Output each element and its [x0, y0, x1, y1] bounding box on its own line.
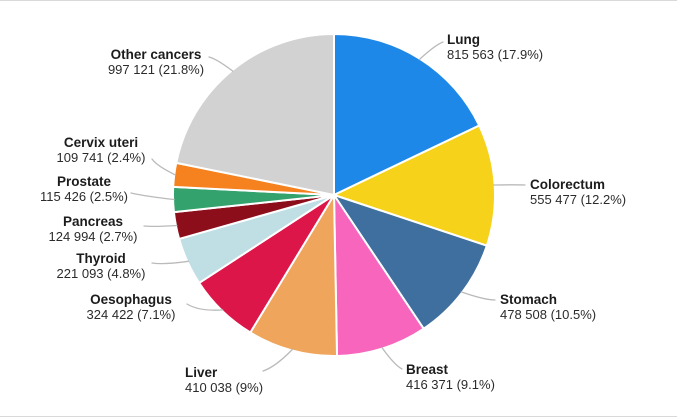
leader-line-other-cancers — [208, 56, 234, 72]
slice-label-lung: Lung 815 563 (17.9%) — [447, 32, 543, 62]
slice-label-name: Lung — [447, 32, 480, 47]
slice-label-oesophagus: Oesophagus 324 422 (7.1%) — [87, 292, 176, 322]
slice-label-prostate: Prostate 115 426 (2.5%) — [40, 174, 128, 204]
slice-label-name: Prostate — [56, 174, 112, 189]
slice-label-other-cancers: Other cancers 997 121 (21.8%) — [108, 47, 204, 77]
leader-line-lung — [418, 41, 444, 61]
slice-label-colorectum: Colorectum 555 477 (12.2%) — [530, 177, 626, 207]
leader-line-pancreas — [143, 224, 178, 228]
slice-label-name: Liver — [185, 365, 218, 380]
leader-line-prostate — [130, 192, 175, 201]
slice-label-name: Pancreas — [62, 214, 124, 229]
leader-line-cervix-uteri — [151, 158, 176, 176]
slice-label-value: 115 426 (2.5%) — [40, 189, 128, 204]
slice-label-stomach: Stomach 478 508 (10.5%) — [500, 292, 596, 322]
slice-label-value: 416 371 (9.1%) — [406, 377, 495, 392]
slice-label-name: Oesophagus — [90, 292, 172, 307]
leader-line-thyroid — [151, 260, 190, 265]
slice-label-value: 324 422 (7.1%) — [86, 307, 176, 322]
slice-label-value: 815 563 (17.9%) — [447, 47, 544, 62]
slice-label-value: 109 741 (2.4%) — [56, 150, 146, 165]
slice-label-breast: Breast 416 371 (9.1%) — [406, 362, 495, 392]
slice-label-name: Thyroid — [76, 251, 126, 266]
slice-label-name: Cervix uteri — [63, 135, 139, 150]
slice-label-value: 555 477 (12.2%) — [530, 192, 627, 207]
slice-label-name: Other cancers — [110, 47, 202, 62]
slice-label-value: 478 508 (10.5%) — [500, 307, 597, 322]
leader-line-breast — [381, 346, 403, 370]
slice-label-value: 124 994 (2.7%) — [48, 229, 138, 244]
slice-label-pancreas: Pancreas 124 994 (2.7%) — [49, 214, 138, 244]
leader-line-oesophagus — [186, 303, 224, 311]
slice-label-liver: Liver 410 038 (9%) — [185, 365, 263, 395]
slice-label-value: 997 121 (21.8%) — [107, 62, 205, 77]
leader-line-liver — [262, 348, 293, 372]
slice-label-value: 221 093 (4.8%) — [56, 266, 146, 281]
slice-label-name: Stomach — [500, 292, 558, 307]
slice-label-name: Colorectum — [530, 177, 606, 192]
slice-label-thyroid: Thyroid 221 093 (4.8%) — [57, 251, 146, 281]
leader-line-stomach — [460, 291, 496, 301]
slice-label-cervix-uteri: Cervix uteri 109 741 (2.4%) — [57, 135, 146, 165]
slice-label-name: Breast — [406, 362, 449, 377]
slice-label-value: 410 038 (9%) — [185, 380, 264, 395]
